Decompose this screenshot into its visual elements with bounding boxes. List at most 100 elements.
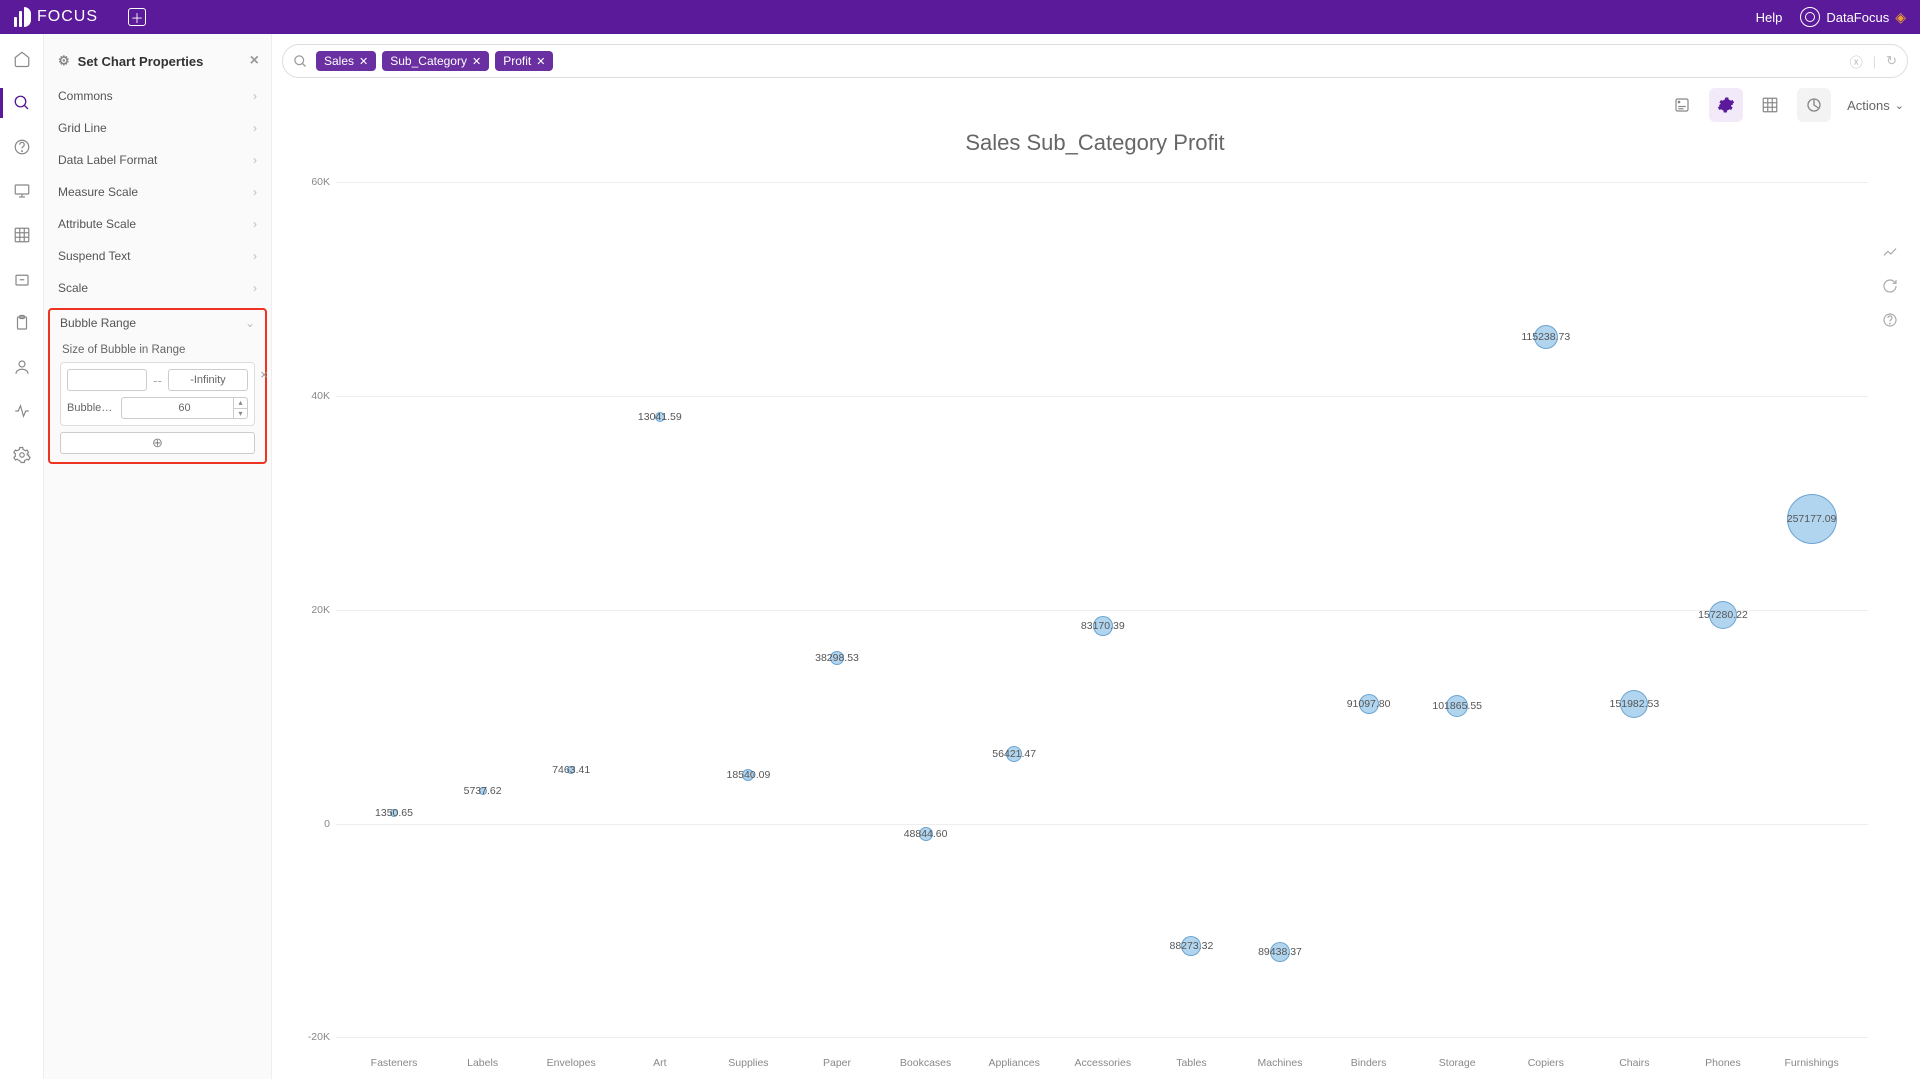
pin-button[interactable] xyxy=(1665,88,1699,122)
gridline xyxy=(336,1037,1868,1038)
prop-item[interactable]: Suspend Text› xyxy=(44,240,271,272)
bubble-range-header[interactable]: Bubble Range ⌄ xyxy=(50,310,265,336)
add-range-button[interactable]: ⊕ xyxy=(60,432,255,454)
user-menu[interactable]: DataFocus ◈ xyxy=(1800,7,1906,27)
search-pill[interactable]: Sales✕ xyxy=(316,51,376,71)
prop-item[interactable]: Grid Line› xyxy=(44,112,271,144)
range-to-input[interactable]: -Infinity xyxy=(168,369,248,391)
bubble-label: 91097.80 xyxy=(1347,698,1391,710)
chevron-right-icon: › xyxy=(253,121,257,135)
search-pill[interactable]: Sub_Category✕ xyxy=(382,51,489,71)
chart-title: Sales Sub_Category Profit xyxy=(282,130,1908,156)
chevron-right-icon: › xyxy=(253,217,257,231)
chevron-down-icon: ⌄ xyxy=(1895,99,1904,112)
prop-item[interactable]: Measure Scale› xyxy=(44,176,271,208)
actions-dropdown[interactable]: Actions ⌄ xyxy=(1847,98,1904,113)
bubble-label: 13041.59 xyxy=(638,411,682,423)
x-axis-label: Storage xyxy=(1439,1057,1476,1069)
bubble-label: 18540.09 xyxy=(727,769,771,781)
x-axis-label: Machines xyxy=(1258,1057,1303,1069)
line-chart-icon[interactable] xyxy=(1882,244,1898,260)
bubble-label: 56421.47 xyxy=(992,748,1036,760)
remove-pill-icon[interactable]: ✕ xyxy=(536,55,545,68)
chevron-down-icon: ⌄ xyxy=(245,316,255,330)
chart-type-button[interactable] xyxy=(1797,88,1831,122)
new-button[interactable]: ＋ xyxy=(128,8,146,26)
y-axis-label: 60K xyxy=(300,176,330,188)
x-axis-label: Binders xyxy=(1351,1057,1387,1069)
x-axis-label: Bookcases xyxy=(900,1057,951,1069)
brand-logo: FOCUS xyxy=(14,7,98,27)
gridline xyxy=(336,824,1868,825)
y-axis-label: 0 xyxy=(300,818,330,830)
help-nav-icon[interactable] xyxy=(11,136,33,158)
chart-toolbar: Actions ⌄ xyxy=(282,78,1908,126)
settings-nav-icon[interactable] xyxy=(11,444,33,466)
chevron-right-icon: › xyxy=(253,89,257,103)
bubble-chart[interactable]: 60K40K20K0-20KFastenersLabelsEnvelopesAr… xyxy=(300,164,1904,1069)
archive-nav-icon[interactable] xyxy=(11,268,33,290)
bubble-label: 115238.73 xyxy=(1521,331,1570,343)
logo-icon xyxy=(14,7,31,27)
main-content: Sales✕Sub_Category✕Profit✕ ⓧ | ↻ Actions… xyxy=(272,34,1920,1079)
bubble-size-input[interactable]: 60 ▴▾ xyxy=(121,397,248,419)
clipboard-nav-icon[interactable] xyxy=(11,312,33,334)
x-axis-label: Phones xyxy=(1705,1057,1741,1069)
bubble-label: 5737.62 xyxy=(464,785,502,797)
remove-range-icon[interactable]: × xyxy=(260,367,268,382)
activity-nav-icon[interactable] xyxy=(11,400,33,422)
chart-settings-button[interactable] xyxy=(1709,88,1743,122)
grid-nav-icon[interactable] xyxy=(11,224,33,246)
chart-help-icon[interactable] xyxy=(1882,312,1898,328)
y-axis-label: 40K xyxy=(300,390,330,402)
refresh-search-icon[interactable]: ↻ xyxy=(1886,53,1897,69)
x-axis-label: Furnishings xyxy=(1784,1057,1838,1069)
present-nav-icon[interactable] xyxy=(11,180,33,202)
range-from-input[interactable] xyxy=(67,369,147,391)
home-nav-icon[interactable] xyxy=(11,48,33,70)
app-header: FOCUS ＋ Help DataFocus ◈ xyxy=(0,0,1920,34)
prop-item[interactable]: Scale› xyxy=(44,272,271,304)
bubble-label: 89438.37 xyxy=(1258,946,1302,958)
prop-item[interactable]: Attribute Scale› xyxy=(44,208,271,240)
x-axis-label: Accessories xyxy=(1074,1057,1131,1069)
nav-rail xyxy=(0,34,44,1079)
x-axis-label: Art xyxy=(653,1057,666,1069)
x-axis-label: Labels xyxy=(467,1057,498,1069)
bubble-size-label: Bubble ... xyxy=(67,402,113,414)
bubble-label: 157280.22 xyxy=(1698,609,1748,621)
avatar-icon xyxy=(1800,7,1820,27)
x-axis-label: Supplies xyxy=(728,1057,768,1069)
x-axis-label: Envelopes xyxy=(547,1057,596,1069)
search-icon xyxy=(293,54,308,69)
remove-pill-icon[interactable]: ✕ xyxy=(472,55,481,68)
search-bar[interactable]: Sales✕Sub_Category✕Profit✕ ⓧ | ↻ xyxy=(282,44,1908,78)
table-view-button[interactable] xyxy=(1753,88,1787,122)
bubble-label: 7463.41 xyxy=(552,764,590,776)
x-axis-label: Fasteners xyxy=(371,1057,418,1069)
properties-panel: ⚙ Set Chart Properties × Commons›Grid Li… xyxy=(44,34,272,1079)
help-link[interactable]: Help xyxy=(1756,10,1783,25)
range-input-group: × -- -Infinity Bubble ... 60 ▴▾ xyxy=(60,362,255,426)
gear-icon: ⚙ xyxy=(58,53,70,69)
gridline xyxy=(336,396,1868,397)
close-panel-icon[interactable]: × xyxy=(250,52,259,70)
search-nav-icon[interactable] xyxy=(11,92,33,114)
bubble-size-spinner[interactable]: ▴▾ xyxy=(233,398,247,418)
remove-pill-icon[interactable]: ✕ xyxy=(359,55,368,68)
bubble-label: 101865.55 xyxy=(1432,700,1482,712)
search-pill[interactable]: Profit✕ xyxy=(495,51,553,71)
clear-search-icon[interactable]: ⓧ xyxy=(1850,52,1863,71)
y-axis-label: 20K xyxy=(300,604,330,616)
x-axis-label: Paper xyxy=(823,1057,851,1069)
bubble-label: 1350.65 xyxy=(375,807,413,819)
panel-header: ⚙ Set Chart Properties × xyxy=(44,34,271,80)
bubble-label: 257177.09 xyxy=(1787,513,1837,525)
refresh-chart-icon[interactable] xyxy=(1882,278,1898,294)
prop-item[interactable]: Commons› xyxy=(44,80,271,112)
chevron-right-icon: › xyxy=(253,153,257,167)
panel-title: Set Chart Properties xyxy=(78,54,204,69)
user-nav-icon[interactable] xyxy=(11,356,33,378)
gridline xyxy=(336,610,1868,611)
prop-item[interactable]: Data Label Format› xyxy=(44,144,271,176)
